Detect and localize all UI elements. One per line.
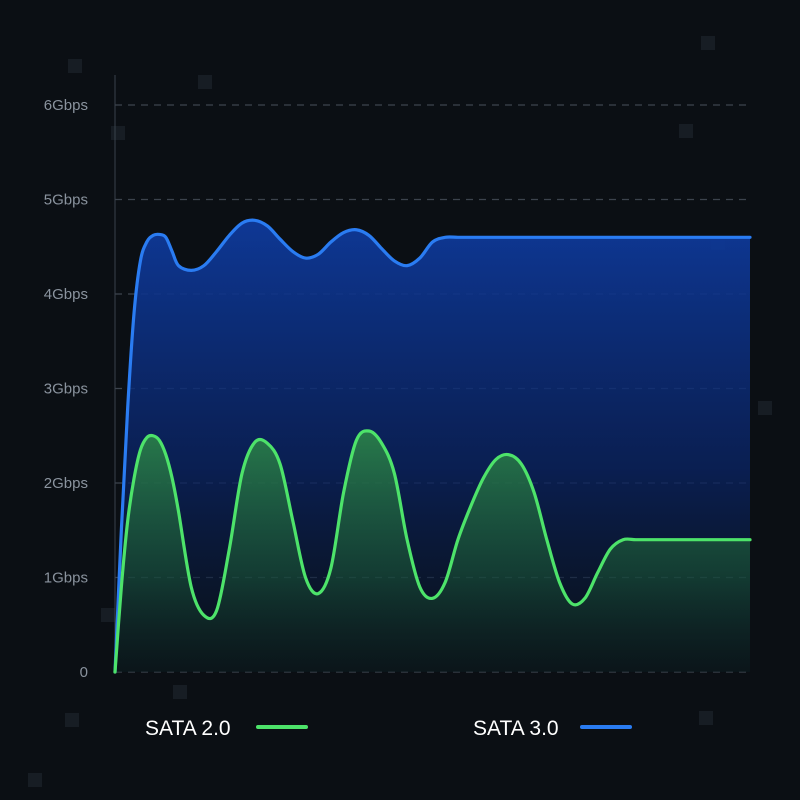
y-tick-label: 1Gbps (44, 570, 88, 587)
decor-square (28, 773, 42, 787)
y-tick-label: 0 (80, 664, 88, 681)
decor-square (198, 75, 212, 89)
series-lines (113, 218, 752, 674)
y-tick-label: 3Gbps (44, 381, 88, 398)
decor-square (111, 126, 125, 140)
legend: SATA 2.0 SATA 3.0 (145, 717, 632, 740)
background-squares (28, 36, 772, 787)
decor-square (679, 124, 693, 138)
decor-square (65, 713, 79, 727)
decor-square (173, 685, 187, 699)
decor-square (699, 711, 713, 725)
sata-2-0-line (113, 429, 752, 674)
sata-2-0-area (115, 430, 750, 672)
legend-label-sata-2-0: SATA 2.0 (145, 717, 231, 740)
decor-square (758, 401, 772, 415)
y-tick-label: 5Gbps (44, 192, 88, 209)
decor-square (701, 36, 715, 50)
y-tick-label: 4Gbps (44, 286, 88, 303)
y-tick-label: 2Gbps (44, 475, 88, 492)
series-areas (115, 220, 750, 672)
decor-square (68, 59, 82, 73)
y-tick-label: 6Gbps (44, 97, 88, 114)
decor-square (101, 608, 115, 622)
sata-3-0-line (113, 218, 752, 674)
legend-label-sata-3-0: SATA 3.0 (473, 717, 559, 740)
y-axis-ticks: 0 1Gbps 2Gbps 3Gbps 4Gbps 5Gbps 6Gbps (44, 97, 88, 681)
